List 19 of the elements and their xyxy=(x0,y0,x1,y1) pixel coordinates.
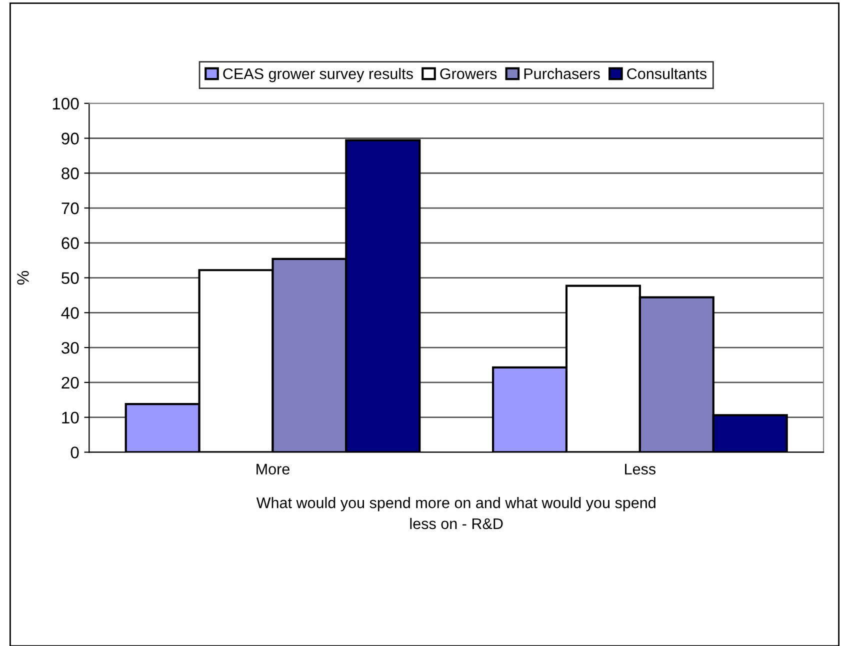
legend-label: Consultants xyxy=(627,68,706,80)
y-tick-label: 20 xyxy=(62,376,79,389)
legend-label: CEAS grower survey results xyxy=(223,68,413,82)
y-tick-label: 90 xyxy=(62,132,79,144)
y-tick-label: 70 xyxy=(62,202,79,214)
y-tick-label: 30 xyxy=(62,342,79,354)
y-tick-label: 50 xyxy=(62,272,79,284)
x-tick-label: More xyxy=(256,464,290,475)
y-tick-label: 40 xyxy=(61,307,79,319)
y-tick-label: 60 xyxy=(62,237,79,250)
legend-label: Purchasers xyxy=(524,68,600,80)
y-axis-title: % xyxy=(17,270,29,285)
x-axis-title: What would you spend more on and what would you spend less on - R&D xyxy=(256,496,656,530)
x-tick-label: Less xyxy=(625,464,656,475)
y-tick-label: 10 xyxy=(62,412,79,424)
y-tick-label: 80 xyxy=(62,168,79,180)
y-tick-label: 100 xyxy=(52,98,79,110)
y-tick-label: 0 xyxy=(70,446,79,458)
legend-label: Growers xyxy=(440,68,497,80)
